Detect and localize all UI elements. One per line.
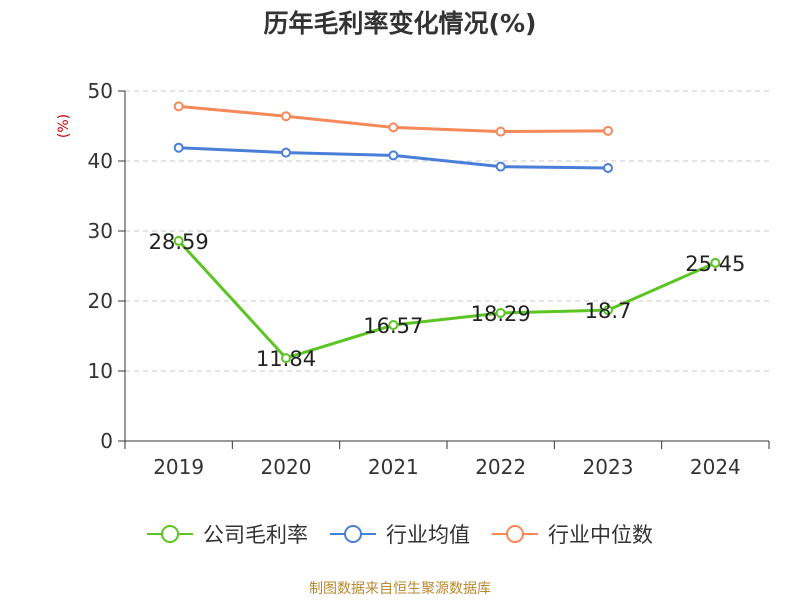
x-tick-label: 2024 [690,455,741,479]
data-point [173,142,184,153]
y-axis-label: (%) [56,114,72,138]
chart-legend: 公司毛利率 行业均值 行业中位数 [0,519,800,549]
legend-item-industry-average[interactable]: 行业均值 [330,519,470,549]
data-label: 11.84 [256,347,316,371]
data-point [710,257,721,268]
data-point [281,147,291,158]
data-point [281,111,291,122]
data-point [388,122,399,133]
data-label: 25.45 [685,252,745,276]
data-label: 28.59 [149,230,209,254]
y-tick-label: 30 [88,219,113,243]
y-tick-label: 10 [88,359,113,383]
data-point [281,353,291,364]
legend-marker-icon [330,525,376,543]
data-point [173,101,184,112]
data-point [173,235,184,246]
x-tick-label: 2022 [475,455,526,479]
data-point [495,126,506,137]
legend-label: 行业均值 [386,523,470,547]
y-tick-label: 0 [100,429,113,453]
y-tick-label: 40 [88,149,113,173]
data-label: 18.29 [471,302,531,326]
data-point [603,125,613,136]
legend-item-industry-median[interactable]: 行业中位数 [492,519,653,549]
series-line [177,239,717,360]
data-point [495,307,506,318]
data-point [388,150,399,161]
legend-item-company-gross-margin[interactable]: 公司毛利率 [147,519,308,549]
x-tick-label: 2019 [153,455,204,479]
x-tick-label: 2020 [261,455,312,479]
data-point [388,320,399,331]
legend-label: 公司毛利率 [203,523,308,547]
y-tick-label: 50 [88,79,113,103]
legend-marker-icon [492,525,538,543]
data-point [603,305,613,316]
legend-label: 行业中位数 [548,523,653,547]
chart-title: 历年毛利率变化情况(%) [263,9,537,38]
data-source-note: 制图数据来自恒生聚源数据库 [309,581,491,597]
x-tick-label: 2023 [583,455,634,479]
data-label: 16.57 [363,314,423,338]
y-tick-label: 20 [88,289,113,313]
legend-marker-icon [147,525,193,543]
data-point [603,163,613,173]
data-point [495,161,506,172]
x-tick-label: 2021 [368,455,419,479]
data-label: 18.7 [585,299,632,323]
